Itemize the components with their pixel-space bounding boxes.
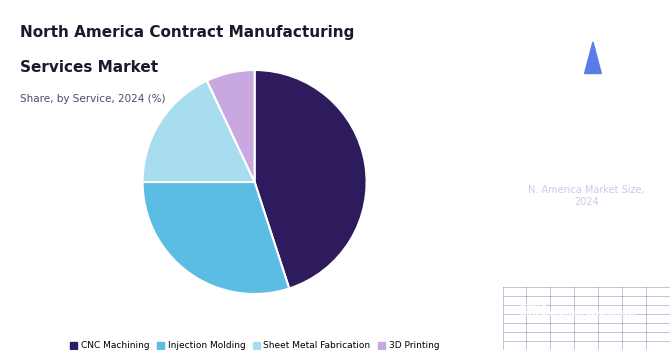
Text: $64.5B: $64.5B xyxy=(537,118,635,141)
Wedge shape xyxy=(143,182,289,294)
Text: GRAND VIEW RESEARCH: GRAND VIEW RESEARCH xyxy=(543,91,629,96)
Text: North America Contract Manufacturing: North America Contract Manufacturing xyxy=(20,25,354,40)
Bar xyxy=(566,28,603,77)
Text: Services Market: Services Market xyxy=(20,60,158,75)
Text: Share, by Service, 2024 (%): Share, by Service, 2024 (%) xyxy=(20,94,165,105)
Wedge shape xyxy=(143,80,255,182)
Legend: CNC Machining, Injection Molding, Sheet Metal Fabrication, 3D Printing: CNC Machining, Injection Molding, Sheet … xyxy=(66,338,443,350)
Bar xyxy=(610,28,647,77)
Text: Source:
www.grandviewresearch.com: Source: www.grandviewresearch.com xyxy=(519,303,636,316)
Polygon shape xyxy=(584,42,602,74)
Wedge shape xyxy=(207,70,255,182)
Bar xyxy=(523,28,559,77)
Text: N. America Market Size,
2024: N. America Market Size, 2024 xyxy=(528,185,645,207)
Wedge shape xyxy=(255,70,366,288)
